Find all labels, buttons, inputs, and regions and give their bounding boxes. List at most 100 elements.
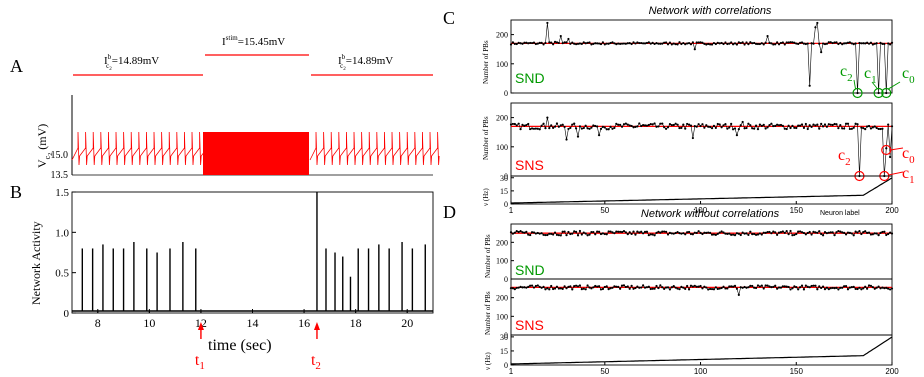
pbs-point [691,285,694,288]
pbs-point [821,42,825,45]
pbs-point [619,230,622,233]
pbs-point [797,288,800,291]
pbs-point [760,284,763,287]
pbs-point [613,42,616,45]
pbs-point [731,233,735,236]
pbs-point [726,127,729,130]
pbs-point [592,124,595,127]
pbs-point [525,286,528,289]
pbs-point [783,127,786,130]
pbs-point [869,233,873,236]
pbs-point [699,231,702,234]
pbs-point [743,285,746,289]
pbs-point [617,285,620,288]
pbs-point [848,286,851,289]
pbs-point [561,123,564,126]
pbs-point [661,286,664,289]
pbs-point [766,230,769,234]
pbs-point [703,42,706,45]
pbs-point [799,41,802,44]
pbs-point [513,42,516,45]
pbs-point [597,230,601,233]
pbs-point [789,126,792,130]
pbs-point [760,124,763,127]
membrane-voltage-trace [71,131,440,175]
pbs-point [661,230,664,233]
pbs-point [871,43,874,46]
pbs-point [663,230,666,233]
pbs-point [540,286,543,289]
pbs-point [814,26,817,29]
pbs-point [837,42,840,46]
pbs-point [831,231,834,234]
pbs-point [536,231,539,235]
pbs-point [607,42,610,45]
pbs-point [588,233,591,236]
pbs-point [829,123,832,126]
pbs-point [812,230,815,233]
pbs-point [835,123,838,126]
pbs-point [511,41,515,44]
pbs-point [839,230,842,233]
pbs-point [609,230,612,233]
pbs-point [864,230,867,233]
pbs-point [776,287,779,290]
pbs-point [787,232,790,236]
pbs-point [885,233,888,237]
pbs-point [584,124,587,127]
pbs-point [517,41,520,44]
pbs-point [852,126,855,129]
pbs-point [716,122,719,126]
pbs-point [821,125,825,128]
pbs-point [710,43,714,46]
pbs-point [779,231,783,234]
pbs-point [599,127,603,130]
panel-d-nu-ylabel: ν (Hz) [484,352,492,370]
pbs-point [864,285,867,288]
pbs-point [615,43,618,46]
panel-label-d: D [443,202,456,222]
pbs-point [517,230,520,234]
pbs-point [689,232,693,236]
pbs-point [689,284,693,287]
firing-rate-series [511,177,893,204]
pbs-point [709,231,712,234]
pbs-point [664,41,668,44]
pbs-point [888,155,892,159]
pbs-point [862,287,865,290]
pbs-point [703,285,706,288]
pbs-point [745,126,748,130]
pbs-point [666,233,670,236]
pbs-point [743,232,746,235]
time-marker-t1: t1 [195,322,205,372]
pbs-point [843,231,846,234]
pbs-point [712,233,716,236]
pbs-point [613,285,616,288]
pbs-point [776,123,779,126]
pbs-point [529,127,532,131]
pbs-point [701,287,704,290]
pbs-point [534,127,537,130]
pbs-point [730,285,733,288]
pbs-point [705,231,708,234]
pbs-point [779,41,783,45]
pbs-point [553,231,557,234]
pbs-point [843,127,846,130]
pbs-point [530,127,534,130]
pbs-point [806,42,809,45]
pbs-point [873,125,876,128]
pbs-point [611,231,614,234]
pbs-point [642,42,645,45]
pbs-point [576,42,580,45]
pbs-point [630,284,633,287]
pbs-point [605,128,608,131]
pbs-point [513,288,516,291]
pbs-point [777,43,781,46]
pbs-point [607,230,610,233]
svg-text:Number of PBs: Number of PBs [484,234,492,278]
pbs-point [735,232,739,235]
pbs-point [728,42,731,45]
neuron-circle [881,87,892,99]
neuron-annotation-c2: c2 [840,63,863,99]
pbs-point [678,231,681,235]
